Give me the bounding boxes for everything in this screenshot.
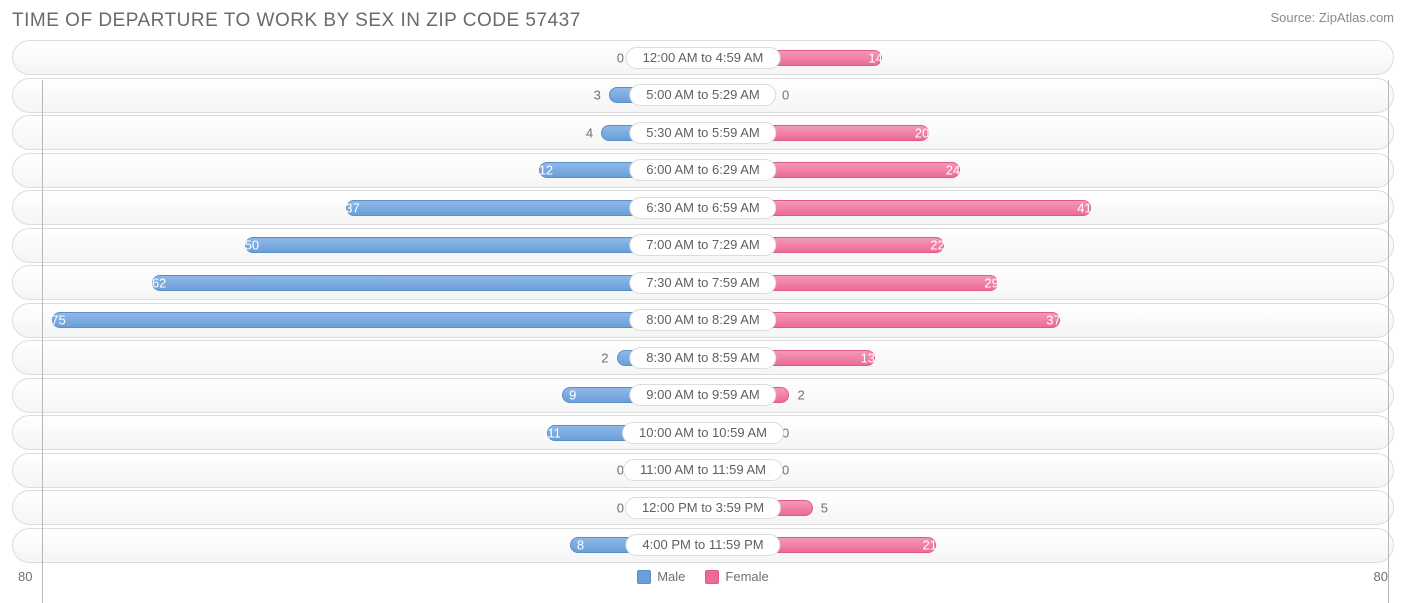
- chart-row: 0011:00 AM to 11:59 AM: [12, 453, 1394, 488]
- category-label: 9:00 AM to 9:59 AM: [629, 384, 776, 406]
- value-male: 9: [569, 388, 576, 403]
- axis-max-right: 80: [1374, 569, 1388, 584]
- value-male: 12: [539, 163, 553, 178]
- bar-male: [52, 312, 704, 328]
- value-male: 75: [51, 313, 65, 328]
- category-label: 4:00 PM to 11:59 PM: [625, 534, 780, 556]
- bar-male: [152, 275, 704, 291]
- value-female: 24: [946, 163, 960, 178]
- chart-row: 11010:00 AM to 10:59 AM: [12, 415, 1394, 450]
- chart-row: 12 24 6:00 AM to 6:29 AM: [12, 153, 1394, 188]
- chart-source: Source: ZipAtlas.com: [1270, 10, 1394, 25]
- chart-row: 37 41 6:30 AM to 6:59 AM: [12, 190, 1394, 225]
- chart-row: 62 29 7:30 AM to 7:59 AM: [12, 265, 1394, 300]
- chart-row: 2 13 8:30 AM to 8:59 AM: [12, 340, 1394, 375]
- swatch-male: [637, 570, 651, 584]
- value-male: 50: [245, 238, 259, 253]
- category-label: 12:00 PM to 3:59 PM: [625, 497, 781, 519]
- value-female: 13: [861, 350, 875, 365]
- value-male: 0: [617, 50, 624, 65]
- diverging-bar-chart: 0 14 12:00 AM to 4:59 AM 3 0 5:00 AM to 5:29 …: [12, 40, 1394, 563]
- value-female: 41: [1077, 200, 1091, 215]
- legend-label-male: Male: [657, 569, 685, 584]
- category-label: 8:30 AM to 8:59 AM: [629, 347, 776, 369]
- value-male: 4: [586, 125, 593, 140]
- value-male: 8: [577, 538, 584, 553]
- value-female: 21: [922, 538, 936, 553]
- chart-row: 0 14 12:00 AM to 4:59 AM: [12, 40, 1394, 75]
- chart-row: 75 37 8:00 AM to 8:29 AM: [12, 303, 1394, 338]
- category-label: 6:00 AM to 6:29 AM: [629, 159, 776, 181]
- chart-title: TIME OF DEPARTURE TO WORK BY SEX IN ZIP …: [12, 10, 581, 32]
- value-female: 5: [821, 500, 828, 515]
- category-label: 11:00 AM to 11:59 AM: [623, 459, 783, 481]
- value-female: 0: [782, 88, 789, 103]
- value-male: 3: [594, 88, 601, 103]
- chart-row: 4 20 5:30 AM to 5:59 AM: [12, 115, 1394, 150]
- value-female: 37: [1046, 313, 1060, 328]
- legend-item-male: Male: [637, 569, 685, 584]
- chart-row: 9 2 9:00 AM to 9:59 AM: [12, 378, 1394, 413]
- category-label: 10:00 AM to 10:59 AM: [622, 422, 784, 444]
- value-male: 11: [547, 425, 561, 440]
- value-male: 2: [601, 350, 608, 365]
- legend: Male Female: [637, 569, 769, 584]
- value-male: 37: [345, 200, 359, 215]
- category-label: 5:00 AM to 5:29 AM: [629, 84, 776, 106]
- value-male: 62: [152, 275, 166, 290]
- value-female: 22: [930, 238, 944, 253]
- value-female: 2: [797, 388, 804, 403]
- value-female: 0: [782, 463, 789, 478]
- category-label: 7:00 AM to 7:29 AM: [629, 234, 776, 256]
- chart-row: 3 0 5:00 AM to 5:29 AM: [12, 78, 1394, 113]
- swatch-female: [705, 570, 719, 584]
- legend-label-female: Female: [725, 569, 768, 584]
- legend-item-female: Female: [705, 569, 768, 584]
- value-female: 20: [915, 125, 929, 140]
- category-label: 5:30 AM to 5:59 AM: [629, 122, 776, 144]
- axis-max-left: 80: [18, 569, 32, 584]
- chart-row: 0 5 12:00 PM to 3:59 PM: [12, 490, 1394, 525]
- category-label: 12:00 AM to 4:59 AM: [626, 47, 781, 69]
- category-label: 7:30 AM to 7:59 AM: [629, 272, 776, 294]
- chart-row: 50 22 7:00 AM to 7:29 AM: [12, 228, 1394, 263]
- category-label: 8:00 AM to 8:29 AM: [629, 309, 776, 331]
- chart-row: 8 21 4:00 PM to 11:59 PM: [12, 528, 1394, 563]
- value-female: 14: [868, 50, 882, 65]
- value-female: 29: [984, 275, 998, 290]
- category-label: 6:30 AM to 6:59 AM: [629, 197, 776, 219]
- axis-line-left: [42, 80, 43, 603]
- value-male: 0: [617, 500, 624, 515]
- axis-line-right: [1388, 80, 1389, 603]
